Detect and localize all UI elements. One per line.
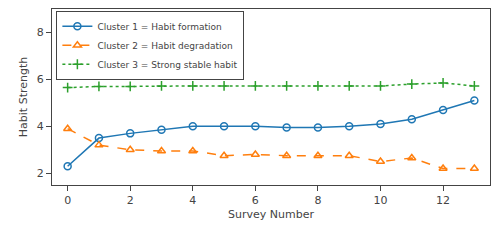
svg-text:6: 6: [252, 194, 259, 207]
svg-text:4: 4: [37, 120, 44, 133]
svg-text:8: 8: [37, 26, 44, 39]
svg-text:0: 0: [64, 194, 71, 207]
svg-text:12: 12: [436, 194, 450, 207]
svg-text:Cluster 2 = Habit degradation: Cluster 2 = Habit degradation: [97, 41, 232, 51]
svg-text:Habit Strength: Habit Strength: [17, 57, 30, 137]
svg-text:8: 8: [314, 194, 321, 207]
svg-text:Cluster 3 = Strong stable habi: Cluster 3 = Strong stable habit: [97, 60, 237, 70]
svg-text:10: 10: [374, 194, 388, 207]
svg-text:6: 6: [37, 73, 44, 86]
svg-text:4: 4: [189, 194, 196, 207]
svg-text:Cluster 1 = Habit formation: Cluster 1 = Habit formation: [97, 22, 221, 32]
svg-text:2: 2: [37, 167, 44, 180]
svg-text:2: 2: [127, 194, 134, 207]
svg-text:Survey Number: Survey Number: [228, 208, 314, 221]
